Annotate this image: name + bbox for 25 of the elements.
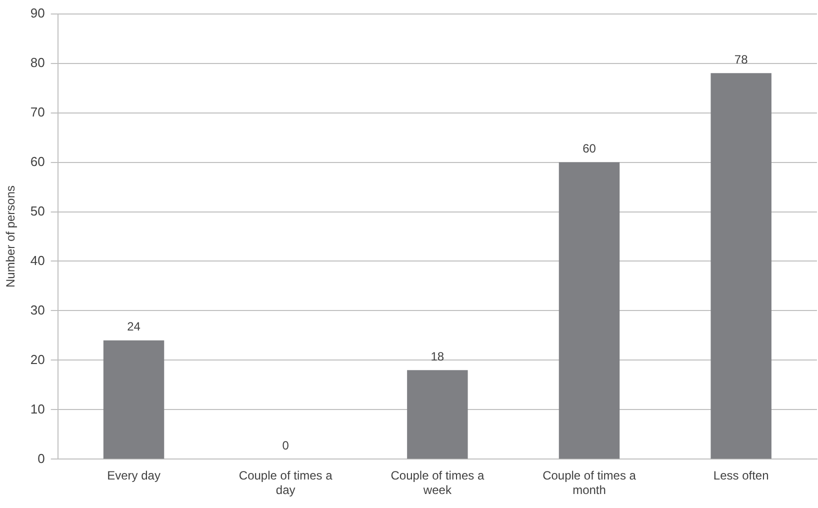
bar [407,370,468,459]
y-tick-label: 0 [38,450,45,466]
y-tick-label: 50 [30,203,45,218]
y-tick-label: 20 [30,352,45,367]
data-label: 24 [127,320,141,334]
data-label: 60 [582,142,596,156]
y-tick-label: 70 [30,104,45,120]
data-label: 0 [282,438,290,453]
y-axis-title: Number of persons [4,185,18,288]
y-tick-label: 30 [30,302,45,318]
bar [710,73,772,459]
bar [558,162,620,459]
y-tick-label: 80 [30,54,45,70]
y-tick-label: 40 [30,252,45,268]
x-tick-label: Couple of times a week [390,468,484,498]
y-tick-label: 10 [30,401,45,416]
x-tick-label: Less often [713,468,769,483]
x-tick-label: Couple of times a month [542,468,636,498]
y-tick-label: 60 [30,154,45,169]
data-label: 78 [734,52,748,66]
data-label: 18 [430,349,444,364]
y-tick-label: 90 [30,5,45,20]
bar [103,340,164,459]
x-tick-label: Every day [107,468,160,483]
x-tick-label: Couple of times a day [238,468,333,498]
